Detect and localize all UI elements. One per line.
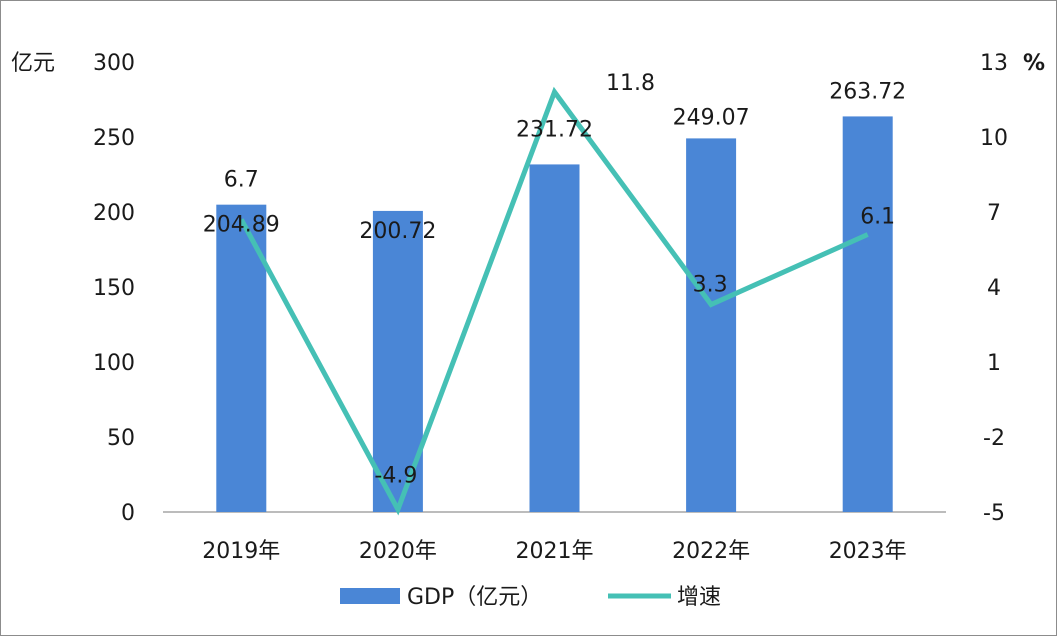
left-axis-tick-label: 250: [93, 126, 135, 151]
x-axis-category-label: 2023年: [829, 539, 907, 564]
growth-data-label: -4.9: [374, 464, 417, 489]
gdp-data-label: 204.89: [203, 213, 280, 238]
right-axis: -5 -2 1 4 7 10 13: [980, 51, 1008, 526]
growth-data-label: 6.7: [224, 168, 259, 193]
x-axis: 2019年 2020年 2021年 2022年 2023年: [202, 539, 906, 564]
left-axis-tick-label: 300: [93, 51, 135, 76]
gdp-data-label: 200.72: [359, 219, 436, 244]
growth-data-label: 3.3: [693, 273, 728, 298]
growth-data-label: 6.1: [860, 205, 895, 230]
data-labels: 204.89 200.72 231.72 249.07 263.72 6.7 -4.9 11.…: [203, 71, 906, 489]
gdp-bar: [216, 204, 267, 513]
left-axis-tick-label: 50: [107, 426, 135, 451]
right-axis-tick-label: 13: [980, 51, 1008, 76]
right-axis-tick-label: 4: [987, 276, 1001, 301]
left-axis: 0 50 100 150 200 250 300: [93, 51, 135, 526]
legend: GDP（亿元） 增速: [340, 585, 721, 610]
left-axis-tick-label: 0: [121, 501, 135, 526]
x-axis-category-label: 2020年: [359, 539, 437, 564]
right-axis-tick-label: 1: [987, 351, 1001, 376]
x-axis-category-label: 2022年: [672, 539, 750, 564]
right-axis-tick-label: -2: [983, 426, 1005, 451]
x-axis-category-label: 2021年: [516, 539, 594, 564]
legend-label-gdp: GDP（亿元）: [407, 585, 542, 610]
right-axis-unit: %: [1023, 51, 1045, 76]
right-axis-tick-label: 10: [980, 126, 1008, 151]
bars-layer: [216, 116, 893, 513]
growth-data-label: 11.8: [606, 71, 655, 96]
gdp-data-label: 249.07: [673, 105, 750, 130]
left-axis-tick-label: 150: [93, 276, 135, 301]
growth-line: [239, 86, 869, 516]
right-axis-tick-label: -5: [983, 501, 1005, 526]
left-axis-tick-label: 200: [93, 201, 135, 226]
x-axis-category-label: 2019年: [202, 539, 280, 564]
gdp-data-label: 231.72: [516, 117, 593, 142]
gdp-bar: [529, 164, 580, 513]
gdp-data-label: 263.72: [829, 79, 906, 104]
gdp-bar: [842, 116, 893, 513]
left-axis-unit: 亿元: [11, 51, 55, 76]
legend-label-growth: 增速: [677, 585, 721, 610]
right-axis-tick-label: 7: [987, 201, 1001, 226]
left-axis-tick-label: 100: [93, 351, 135, 376]
gdp-bar: [686, 138, 737, 512]
line-layer: [239, 86, 869, 516]
legend-swatch-bar: [340, 588, 400, 604]
